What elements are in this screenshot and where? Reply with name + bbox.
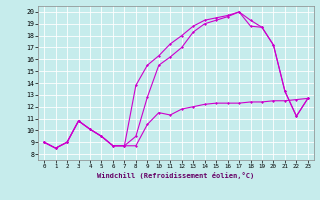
X-axis label: Windchill (Refroidissement éolien,°C): Windchill (Refroidissement éolien,°C) xyxy=(97,172,255,179)
